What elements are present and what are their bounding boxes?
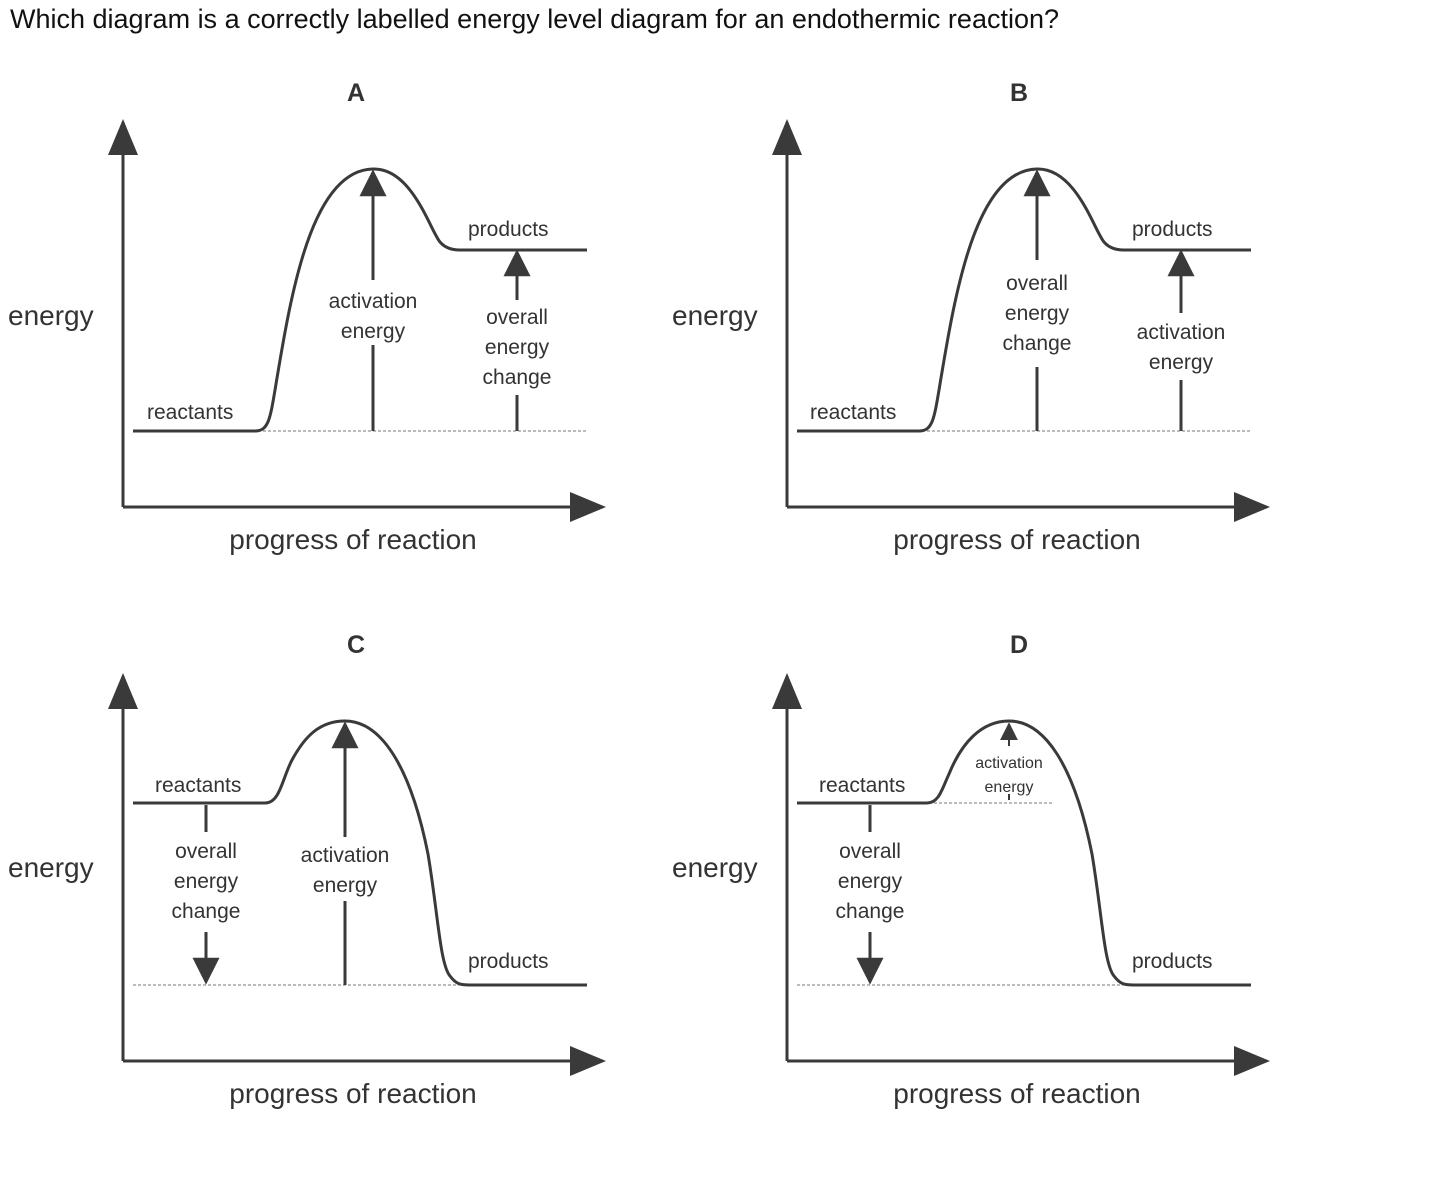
diagram-letter: C xyxy=(347,631,365,659)
overall-label-3: change xyxy=(836,900,905,923)
y-axis-label: energy xyxy=(672,300,758,331)
energy-curve xyxy=(797,167,1251,433)
diagram-c-svg: C energy progress of reaction reactants … xyxy=(8,631,606,1109)
activation-label-2: energy xyxy=(1149,351,1214,374)
products-label: products xyxy=(468,950,549,973)
diagram-a: A energy progress of reaction reactants … xyxy=(0,70,660,625)
overall-label-3: change xyxy=(483,366,552,389)
x-axis-label: progress of reaction xyxy=(229,1078,476,1109)
question-text: Which diagram is a correctly labelled en… xyxy=(10,4,1060,34)
diagram-b: B energy progress of reaction reactants … xyxy=(664,70,1324,625)
products-label: products xyxy=(1132,950,1213,973)
y-axis-label: energy xyxy=(672,852,758,883)
diagram-letter: D xyxy=(1010,631,1028,659)
diagram-d-svg: D energy progress of reaction reactants … xyxy=(672,631,1270,1109)
overall-label-3: change xyxy=(172,900,241,923)
activation-label-2: energy xyxy=(341,320,406,343)
products-label: products xyxy=(468,218,549,241)
reactants-label: reactants xyxy=(155,774,241,797)
x-axis-label: progress of reaction xyxy=(893,524,1140,555)
overall-label-1: overall xyxy=(1006,272,1068,295)
reactants-label: reactants xyxy=(819,774,905,797)
x-axis-label: progress of reaction xyxy=(229,524,476,555)
overall-label-1: overall xyxy=(486,306,548,329)
overall-label-2: energy xyxy=(485,336,550,359)
products-label: products xyxy=(1132,218,1213,241)
activation-label-1: activation xyxy=(975,755,1043,772)
activation-label-1: activation xyxy=(301,844,390,867)
diagram-letter: B xyxy=(1010,79,1028,107)
energy-curve xyxy=(797,719,1251,987)
overall-label-1: overall xyxy=(175,840,237,863)
overall-label-2: energy xyxy=(838,870,903,893)
y-axis-label: energy xyxy=(8,852,94,883)
activation-label-1: activation xyxy=(329,290,418,313)
overall-label-2: energy xyxy=(174,870,239,893)
energy-curve xyxy=(133,719,587,987)
diagram-c: C energy progress of reaction reactants … xyxy=(0,624,660,1179)
y-axis-label: energy xyxy=(8,300,94,331)
activation-label-2: energy xyxy=(313,874,378,897)
diagram-b-svg: B energy progress of reaction reactants … xyxy=(672,79,1270,555)
activation-label-1: activation xyxy=(1137,321,1226,344)
overall-label-2: energy xyxy=(1005,302,1070,325)
energy-curve xyxy=(133,167,587,433)
activation-label-2: energy xyxy=(985,779,1034,796)
overall-label-3: change xyxy=(1003,332,1072,355)
overall-label-1: overall xyxy=(839,840,901,863)
reactants-label: reactants xyxy=(810,401,896,424)
diagram-a-svg: A energy progress of reaction reactants … xyxy=(8,79,606,555)
x-axis-label: progress of reaction xyxy=(893,1078,1140,1109)
diagram-letter: A xyxy=(347,79,365,107)
diagram-d: D energy progress of reaction reactants … xyxy=(664,624,1324,1179)
reactants-label: reactants xyxy=(147,401,233,424)
